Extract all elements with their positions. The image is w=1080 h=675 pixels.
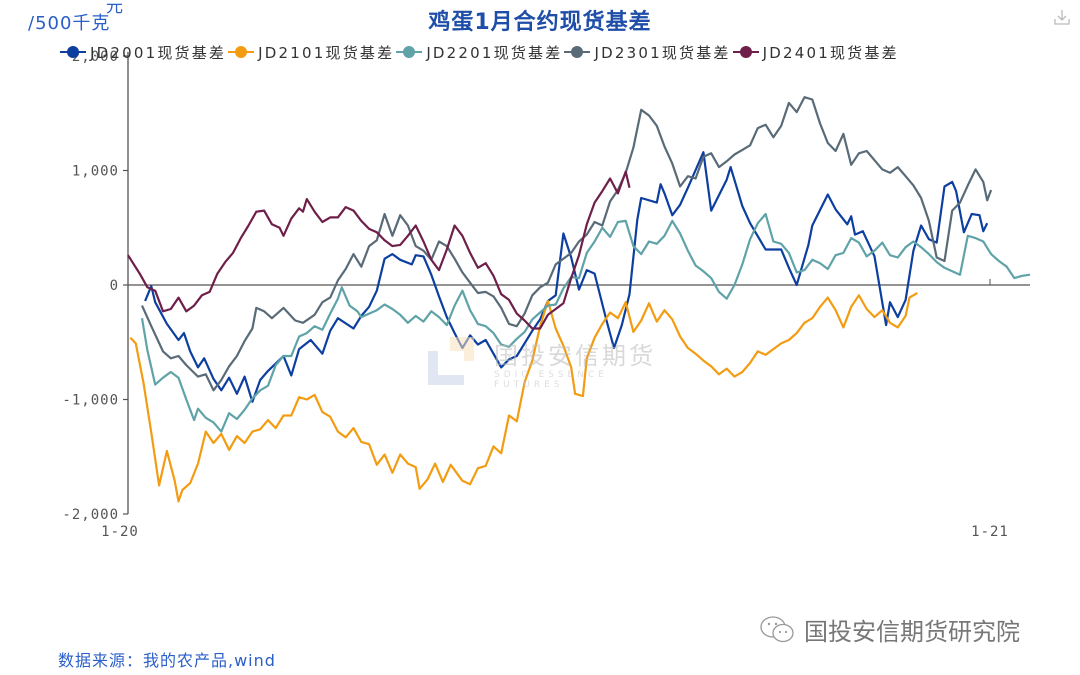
watermark-en: SDIC ESSENCE FUTURES xyxy=(494,370,608,390)
legend-label: JD2201现货基差 xyxy=(426,43,563,62)
legend-item-1[interactable]: JD2101现货基差 xyxy=(228,42,394,63)
legend-item-3[interactable]: JD2301现货基差 xyxy=(564,42,730,63)
legend-marker-icon xyxy=(60,45,86,59)
series-line-3 xyxy=(140,96,993,392)
watermark-logo: 国投安信期货 SDIC ESSENCE FUTURES xyxy=(428,336,668,390)
legend-label: JD2001现货基差 xyxy=(90,43,227,62)
watermark-cn: 国投安信期货 xyxy=(494,342,656,370)
brand-watermark: 国投安信期货研究院 xyxy=(758,612,1020,647)
x-tick-label: 1-21 xyxy=(971,524,1009,540)
chart-title: 鸡蛋1月合约现货基差 xyxy=(428,10,652,35)
download-icon[interactable] xyxy=(1053,8,1071,26)
legend-label: JD2101现货基差 xyxy=(258,43,395,62)
legend-label: JD2301现货基差 xyxy=(594,43,731,62)
series-lines xyxy=(127,96,1031,503)
y-tick-label: 0 xyxy=(110,278,119,294)
unit-top: 元 xyxy=(106,0,124,17)
legend-marker-icon xyxy=(732,45,759,59)
series-line-1 xyxy=(129,292,918,503)
x-tick-label: 1-20 xyxy=(101,524,139,540)
unit-bottom: /500千克 xyxy=(28,13,111,34)
legend-marker-icon xyxy=(564,45,591,59)
y-tick-label: 2,000 xyxy=(72,49,119,65)
legend-marker-icon xyxy=(396,45,423,59)
y-tick-label: -1,000 xyxy=(62,393,119,409)
y-tick-label: -2,000 xyxy=(62,507,119,523)
legend-label: JD2401现货基差 xyxy=(762,43,899,62)
y-tick-label: 1,000 xyxy=(72,164,119,180)
legend-item-4[interactable]: JD2401现货基差 xyxy=(732,42,899,63)
legend: JD2001现货基差 JD2101现货基差 JD2201现货基差 JD2301现货基差… xyxy=(60,41,901,63)
brand-name: 国投安信期货研究院 xyxy=(804,618,1020,646)
data-source: 数据来源：我的农产品,wind xyxy=(58,651,276,670)
legend-item-0[interactable]: JD2001现货基差 xyxy=(60,42,226,63)
series-line-4 xyxy=(127,170,631,330)
legend-item-2[interactable]: JD2201现货基差 xyxy=(396,42,562,63)
legend-marker-icon xyxy=(228,45,255,59)
wechat-icon xyxy=(760,615,794,642)
series-line-2 xyxy=(140,212,1031,433)
logo-square-blue xyxy=(428,351,464,385)
